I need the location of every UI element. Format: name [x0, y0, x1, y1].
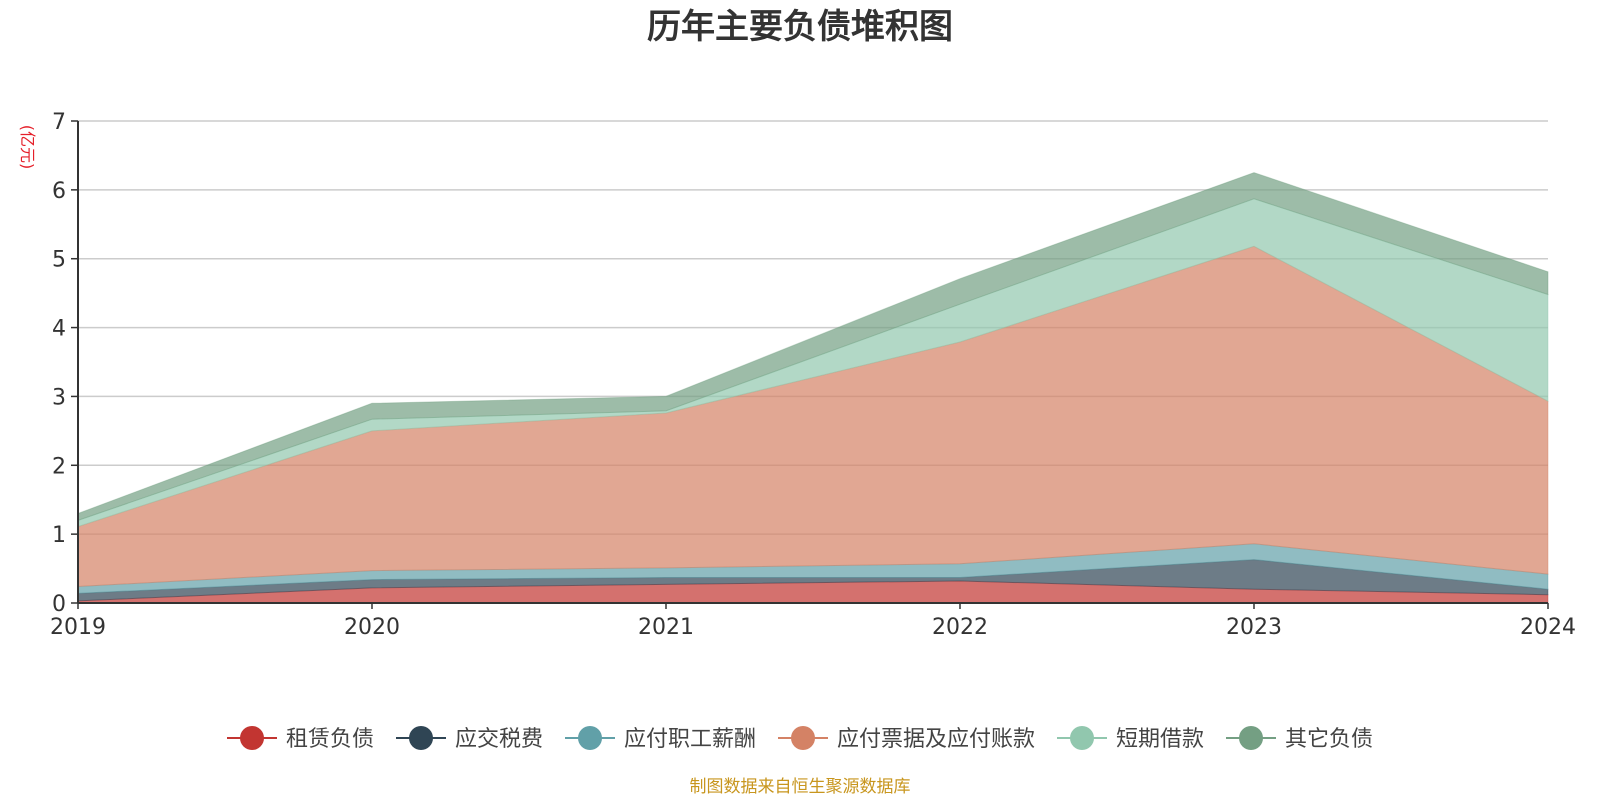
x-tick-label: 2020	[344, 615, 400, 640]
legend-item[interactable]: 应付票据及应付账款	[778, 726, 1035, 752]
x-tick-label: 2021	[638, 615, 694, 640]
legend-item[interactable]: 应付职工薪酬	[565, 726, 756, 752]
y-tick-label: 2	[52, 454, 66, 479]
area-series-6	[77, 172, 1549, 522]
x-axis-ticks: 2019 2020 2021 2022 2023 2024	[50, 603, 1576, 640]
series-areas	[77, 172, 1549, 604]
y-tick-label: 4	[52, 317, 66, 342]
y-axis-unit-label: (亿元)	[18, 125, 37, 170]
chart-title: 历年主要负债堆积图	[647, 7, 953, 47]
x-tick-label: 2023	[1226, 615, 1282, 640]
y-tick-label: 6	[52, 179, 66, 204]
legend-marker-icon	[240, 726, 264, 750]
data-source-note: 制图数据来自恒生聚源数据库	[690, 777, 911, 797]
legend-label: 应交税费	[455, 727, 543, 752]
legend-item[interactable]: 短期借款	[1057, 726, 1204, 752]
x-tick-label: 2019	[50, 615, 106, 640]
legend-marker-icon	[1070, 726, 1094, 750]
legend-label: 应付职工薪酬	[624, 727, 756, 752]
y-axis-ticks: 0 1 2 3 4 5 6 7	[52, 110, 78, 617]
legend-marker-icon	[409, 726, 433, 750]
legend-label: 租赁负债	[286, 727, 374, 752]
legend-item[interactable]: 应交税费	[396, 726, 543, 752]
legend-label: 短期借款	[1116, 727, 1204, 752]
legend-item[interactable]: 其它负债	[1226, 726, 1373, 752]
legend-label: 其它负债	[1285, 727, 1373, 752]
x-tick-label: 2022	[932, 615, 988, 640]
legend-marker-icon	[1239, 726, 1263, 750]
y-tick-label: 1	[52, 523, 66, 548]
axes	[77, 121, 1548, 604]
legend-marker-icon	[578, 726, 602, 750]
x-tick-label: 2024	[1520, 615, 1576, 640]
legend: 租赁负债 应交税费 应付职工薪酬 应付票据及应付账款 短期借款 其它负债	[227, 726, 1373, 752]
area-series-4	[77, 245, 1549, 588]
legend-label: 应付票据及应付账款	[837, 727, 1035, 752]
y-tick-label: 3	[52, 385, 66, 410]
legend-marker-icon	[791, 726, 815, 750]
y-tick-label: 0	[52, 592, 66, 617]
y-tick-label: 7	[52, 110, 66, 135]
legend-item[interactable]: 租赁负债	[227, 726, 374, 752]
y-tick-label: 5	[52, 248, 66, 273]
